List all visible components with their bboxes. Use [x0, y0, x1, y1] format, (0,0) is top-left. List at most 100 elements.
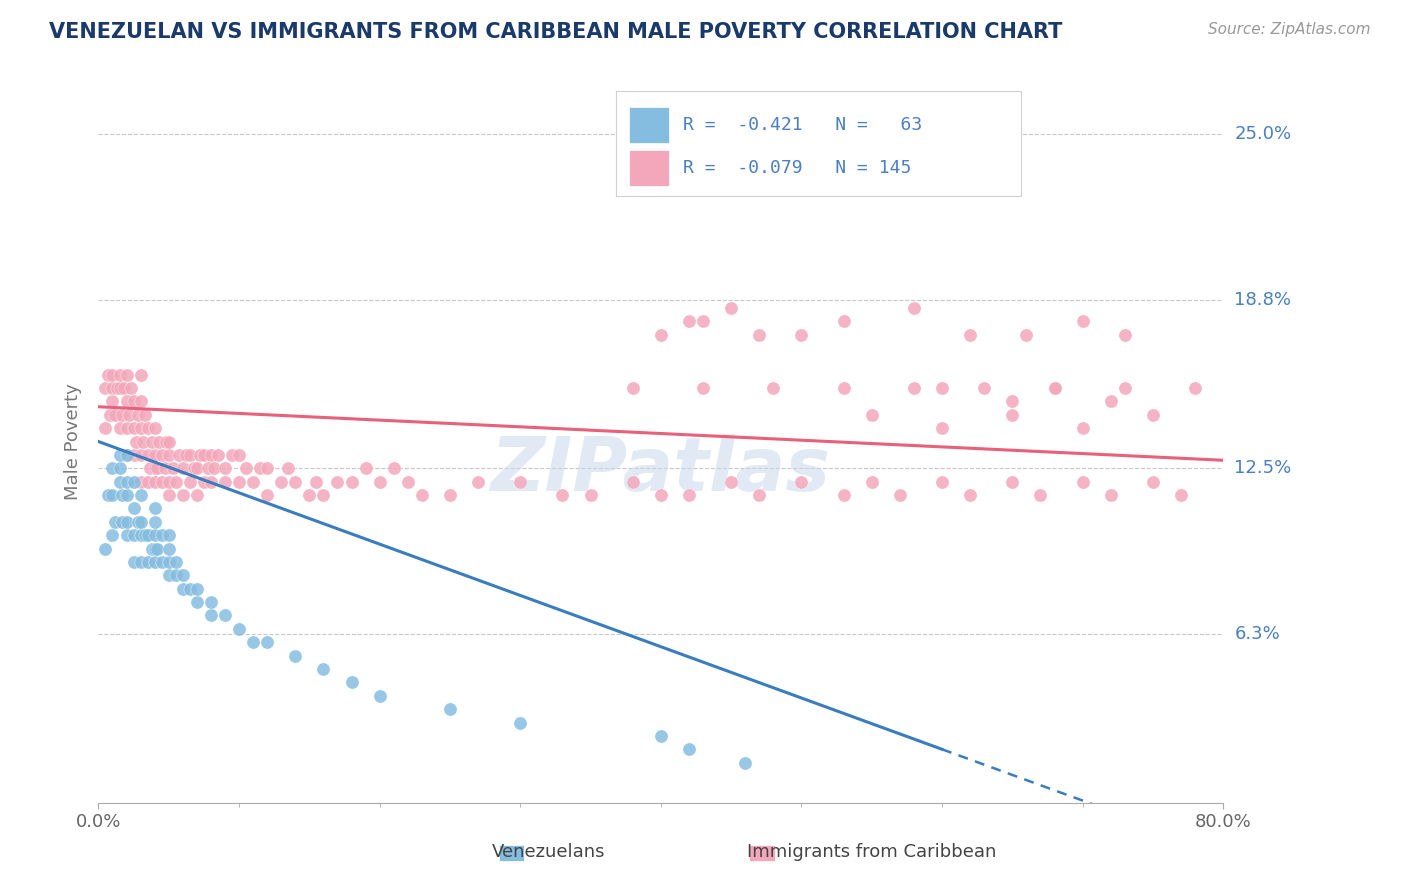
Point: [143, 421, 166, 435]
Point: [112, 381, 135, 395]
Point: [214, 461, 236, 475]
Point: [340, 675, 363, 690]
Point: [396, 475, 419, 489]
Point: [720, 475, 742, 489]
Point: [143, 475, 166, 489]
Point: [172, 568, 194, 582]
Point: [1099, 488, 1122, 502]
Point: [143, 555, 166, 569]
Point: [115, 448, 138, 462]
Point: [153, 461, 176, 475]
Point: [129, 515, 152, 529]
Text: 18.8%: 18.8%: [1234, 291, 1291, 309]
Point: [127, 408, 149, 422]
Point: [141, 434, 163, 449]
Point: [134, 408, 156, 422]
Point: [104, 515, 127, 529]
Point: [249, 461, 271, 475]
Point: [439, 488, 461, 502]
Point: [197, 461, 219, 475]
Point: [120, 381, 142, 395]
Point: [98, 408, 121, 422]
Point: [115, 528, 138, 542]
Point: [104, 408, 127, 422]
Point: [127, 515, 149, 529]
Point: [439, 702, 461, 716]
Point: [105, 381, 128, 395]
Point: [1099, 394, 1122, 409]
Point: [132, 434, 155, 449]
Point: [111, 408, 134, 422]
Point: [115, 475, 138, 489]
Point: [129, 528, 152, 542]
Point: [125, 434, 148, 449]
Point: [790, 475, 813, 489]
Point: [101, 394, 124, 409]
Point: [889, 488, 911, 502]
Point: [228, 448, 250, 462]
Point: [692, 314, 714, 328]
Text: 25.0%: 25.0%: [1234, 125, 1292, 143]
Point: [118, 408, 141, 422]
Point: [509, 475, 531, 489]
Point: [762, 381, 785, 395]
Text: VENEZUELAN VS IMMIGRANTS FROM CARIBBEAN MALE POVERTY CORRELATION CHART: VENEZUELAN VS IMMIGRANTS FROM CARIBBEAN …: [49, 22, 1063, 42]
Point: [157, 555, 180, 569]
Point: [1001, 408, 1024, 422]
Point: [270, 475, 292, 489]
Point: [97, 488, 120, 502]
Point: [973, 381, 995, 395]
Point: [200, 448, 222, 462]
Point: [143, 461, 166, 475]
Point: [150, 475, 173, 489]
Point: [235, 461, 257, 475]
Point: [101, 368, 124, 382]
Point: [157, 488, 180, 502]
Point: [256, 488, 278, 502]
Point: [115, 368, 138, 382]
Point: [832, 381, 855, 395]
Point: [122, 501, 145, 516]
Point: [183, 461, 205, 475]
Point: [115, 488, 138, 502]
Point: [179, 448, 201, 462]
Point: [150, 448, 173, 462]
Point: [115, 448, 138, 462]
Point: [136, 421, 159, 435]
Point: [678, 742, 700, 756]
Point: [108, 448, 131, 462]
Point: [312, 488, 335, 502]
Point: [157, 528, 180, 542]
Point: [101, 381, 124, 395]
Point: [172, 582, 194, 596]
Text: R =  -0.079   N = 145: R = -0.079 N = 145: [683, 160, 911, 178]
Text: Immigrants from Caribbean: Immigrants from Caribbean: [747, 843, 997, 861]
Point: [94, 381, 117, 395]
Point: [214, 608, 236, 623]
Point: [748, 327, 770, 342]
Text: 6.3%: 6.3%: [1234, 625, 1279, 643]
Point: [179, 475, 201, 489]
Point: [101, 488, 124, 502]
Point: [1001, 475, 1024, 489]
Point: [188, 448, 211, 462]
Point: [621, 475, 644, 489]
Point: [903, 301, 925, 315]
Point: [242, 475, 264, 489]
Point: [411, 488, 433, 502]
Point: [115, 421, 138, 435]
Point: [129, 368, 152, 382]
Point: [579, 488, 602, 502]
Point: [136, 448, 159, 462]
Point: [115, 515, 138, 529]
Point: [134, 528, 156, 542]
Point: [186, 595, 208, 609]
Point: [157, 541, 180, 556]
Point: [146, 461, 169, 475]
Point: [200, 475, 222, 489]
Point: [122, 421, 145, 435]
Point: [129, 475, 152, 489]
Point: [1015, 327, 1038, 342]
Point: [326, 475, 349, 489]
Point: [136, 555, 159, 569]
